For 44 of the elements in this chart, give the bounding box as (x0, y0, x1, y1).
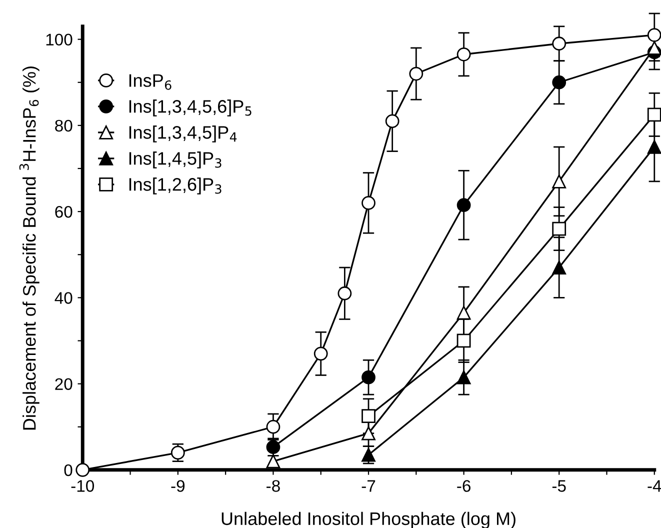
point (552, 36, 566, 51)
y-tick-label: 40 (54, 292, 72, 304)
y-tick-label: 0 (64, 464, 72, 476)
x-tick-label: -4 (648, 480, 661, 492)
point (552, 75, 566, 90)
point (647, 28, 661, 42)
point (362, 409, 376, 424)
y-tick-label: 20 (55, 378, 72, 390)
point (362, 426, 376, 440)
point (552, 222, 566, 236)
point (362, 196, 376, 210)
point (409, 66, 424, 81)
point (456, 198, 471, 212)
point (170, 446, 185, 460)
point (456, 306, 471, 320)
point (647, 40, 661, 55)
point (338, 286, 352, 300)
x-tick-label: -10 (71, 480, 94, 492)
point (385, 114, 400, 128)
point (266, 420, 280, 434)
point (76, 462, 90, 477)
legend-label: Ins[1,3,4,5]P$_{4}$ (129, 126, 237, 142)
point (456, 47, 471, 62)
x-tick-label: -7 (362, 480, 376, 492)
y-axis-title: Displacement of Specific Bound $^{3}$H-InsP$_{6}$ (%) (19, 66, 40, 430)
point (362, 370, 376, 384)
point (647, 108, 661, 122)
y-tick-label: 60 (55, 206, 72, 218)
point (456, 370, 471, 384)
x-tick-label: -8 (266, 480, 280, 492)
point (647, 140, 661, 154)
point (552, 260, 566, 274)
legend-label: Ins[1,3,4,5,6]P$_{5}$ (129, 100, 252, 116)
point (552, 174, 566, 188)
legend-label: Ins[1,2,6]P$_{3}$ (129, 178, 222, 194)
x-tick-label: -5 (552, 480, 566, 492)
point (314, 346, 328, 361)
legend-label: Ins[1,4,5]P$_{3}$ (129, 152, 222, 168)
x-tick-label: -6 (457, 480, 470, 492)
y-tick-label: 100 (46, 34, 72, 46)
legend-label: InsP$_{6}$ (129, 74, 172, 90)
y-tick-label: 80 (55, 120, 72, 132)
point (456, 334, 471, 348)
x-tick-label: -9 (171, 480, 185, 492)
